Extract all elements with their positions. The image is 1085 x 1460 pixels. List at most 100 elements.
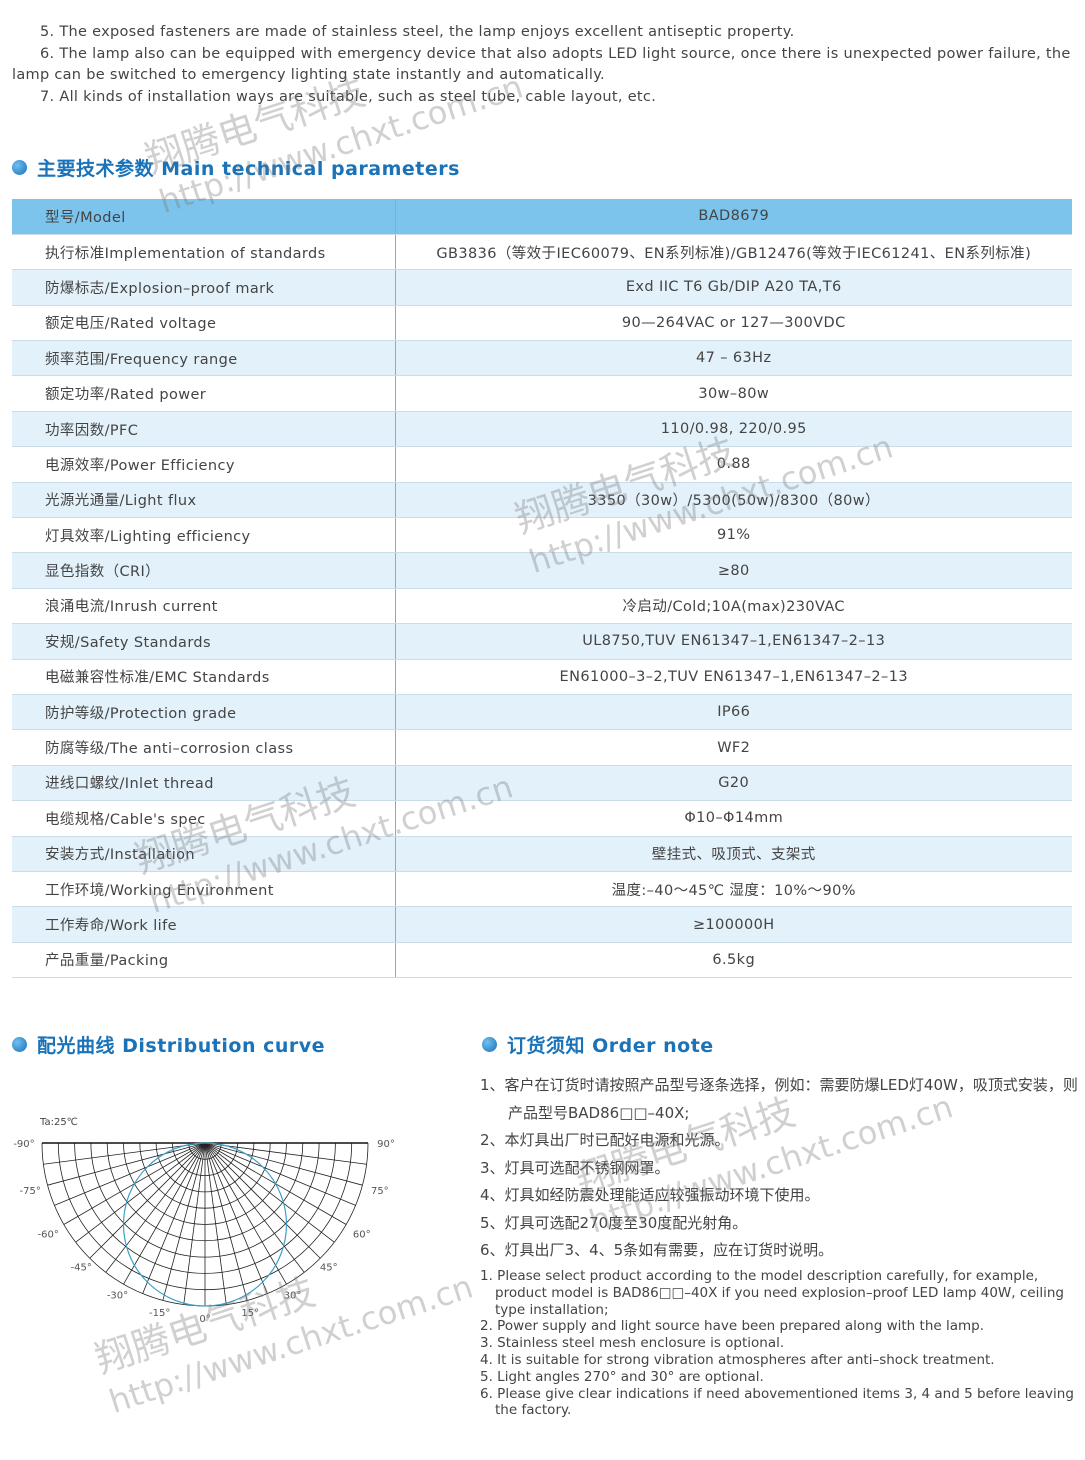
intro-item: 7. All kinds of installation ways are su… xyxy=(40,88,657,105)
grid-ray xyxy=(75,1142,206,1243)
grid-ray xyxy=(204,1142,268,1294)
angle-label: 75° xyxy=(371,1186,389,1197)
intro-item: 6. The lamp also can be equipped with em… xyxy=(12,45,1071,84)
angle-label: 30° xyxy=(284,1291,302,1302)
param-value: 0.88 xyxy=(395,446,1072,483)
param-row: 额定功率/Rated power 30w–80w xyxy=(12,375,1072,412)
param-label: 额定功率/Rated power xyxy=(12,375,396,412)
param-label: 执行标准Implementation of standards xyxy=(12,234,396,271)
param-row: 型号/Model BAD8679 xyxy=(12,199,1072,235)
param-value: 110/0.98, 220/0.95 xyxy=(395,411,1072,448)
param-value: 30w–80w xyxy=(395,375,1072,412)
param-label: 产品重量/Packing xyxy=(12,942,396,979)
order-note-item: 3、灯具可选配不锈钢网罩。 xyxy=(480,1158,670,1177)
param-row: 进线口螺纹/Inlet thread G20 xyxy=(12,765,1072,802)
param-value: UL8750,TUV EN61347–1,EN61347–2–13 xyxy=(395,623,1072,660)
grid-ray xyxy=(123,1142,206,1285)
grid-ray xyxy=(54,1142,206,1206)
param-row: 执行标准Implementation of standards GB3836（等效… xyxy=(12,234,1072,271)
param-row: 防腐等级/The anti–corrosion class WF2 xyxy=(12,729,1072,766)
param-value: WF2 xyxy=(395,729,1072,766)
angle-label: -60° xyxy=(38,1230,59,1241)
grid-ray xyxy=(204,1142,305,1273)
angle-label: -75° xyxy=(19,1186,40,1197)
order-notes-cn: 1、客户在订货时请按照产品型号逐条选择，例如：需要防爆LED灯40W，吸顶式安装… xyxy=(480,1072,1080,1265)
param-row: 显色指数（CRI） ≥80 xyxy=(12,552,1072,589)
param-value: 冷启动/Cold;10A(max)230VAC xyxy=(395,588,1072,625)
annotation: Ta:25℃ xyxy=(39,1117,78,1128)
param-row: 浪涌电流/Inrush current 冷启动/Cold;10A(max)230V… xyxy=(12,588,1072,625)
param-label: 防护等级/Protection grade xyxy=(12,694,396,731)
param-row: 防爆标志/Explosion–proof mark Exd IIC T6 Gb/D… xyxy=(12,269,1072,306)
param-label: 电磁兼容性标准/EMC Standards xyxy=(12,659,396,695)
param-row: 工作环境/Working Environment 温度:–40～45℃ 湿度：10… xyxy=(12,871,1072,908)
grid-ray xyxy=(204,1142,356,1206)
bullet-icon xyxy=(12,160,27,175)
param-row: 产品重量/Packing 6.5kg xyxy=(12,942,1072,979)
param-label: 功率因数/PFC xyxy=(12,411,396,448)
param-label: 安装方式/Installation xyxy=(12,836,396,872)
param-label: 电缆规格/Cable's spec xyxy=(12,800,396,837)
param-value: GB3836（等效于IEC60079、EN系列标准)/GB12476(等效于IE… xyxy=(395,234,1072,271)
param-value: 91% xyxy=(395,517,1072,554)
angle-label: 45° xyxy=(320,1263,338,1274)
angle-label: -30° xyxy=(107,1291,128,1302)
order-notes-en: 1. Please select product according to th… xyxy=(480,1268,1080,1419)
order-note-item: 1、客户在订货时请按照产品型号逐条选择，例如：需要防爆LED灯40W，吸顶式安装… xyxy=(480,1076,1078,1122)
bullet-icon xyxy=(12,1037,27,1052)
param-value: Exd IIC T6 Gb/DIP A20 TA,T6 xyxy=(395,269,1072,306)
param-row: 安装方式/Installation 壁挂式、吸顶式、支架式 xyxy=(12,836,1072,872)
param-value: IP66 xyxy=(395,694,1072,731)
angle-label: 0° xyxy=(199,1314,210,1325)
param-row: 额定电压/Rated voltage 90—264VAC or 127—300VD… xyxy=(12,305,1072,342)
param-row: 电磁兼容性标准/EMC Standards EN61000–3–2,TUV EN6… xyxy=(12,659,1072,695)
section-distribution: 配光曲线 Distribution curve xyxy=(12,1031,325,1058)
order-note-item: 3. Stainless steel mesh enclosure is opt… xyxy=(480,1335,785,1352)
param-label: 灯具效率/Lighting efficiency xyxy=(12,517,396,554)
params-table: 型号/Model BAD8679 执行标准Implementation of sta… xyxy=(12,199,1072,979)
param-row: 灯具效率/Lighting efficiency 91% xyxy=(12,517,1072,554)
param-label: 额定电压/Rated voltage xyxy=(12,305,396,342)
grid-ray xyxy=(183,1142,206,1305)
order-note-item: 5、灯具可选配270度至30度配光射角。 xyxy=(480,1213,748,1232)
param-label: 防爆标志/Explosion–proof mark xyxy=(12,269,396,306)
param-label: 显色指数（CRI） xyxy=(12,552,396,589)
grid-ray xyxy=(142,1142,206,1294)
grid-ray xyxy=(162,1142,206,1301)
grid-ray xyxy=(204,1142,248,1301)
param-value: 6.5kg xyxy=(395,942,1072,979)
angle-label: 15° xyxy=(241,1308,259,1319)
grid-ray xyxy=(204,1142,287,1285)
section-params: 主要技术参数 Main technical parameters xyxy=(12,154,460,181)
grid-ray xyxy=(89,1142,206,1259)
order-note-item: 5. Light angles 270° and 30° are optiona… xyxy=(480,1368,764,1385)
angle-label: 90° xyxy=(377,1139,395,1150)
param-value: 47 – 63Hz xyxy=(395,340,1072,377)
param-row: 安规/Safety Standards UL8750,TUV EN61347–1,… xyxy=(12,623,1072,660)
param-row: 工作寿命/Work life ≥100000H xyxy=(12,906,1072,943)
param-value: 3350（30w）/5300(50w)/8300（80w） xyxy=(395,482,1072,519)
angle-label: 60° xyxy=(353,1230,371,1241)
order-note-item: 6. Please give clear indications if need… xyxy=(480,1385,1074,1419)
grid-ray xyxy=(204,1142,367,1165)
param-value: ≥80 xyxy=(395,552,1072,589)
param-label: 电源效率/Power Efficiency xyxy=(12,446,396,483)
section-title: 订货须知 Order note xyxy=(507,1035,714,1057)
section-title: 主要技术参数 Main technical parameters xyxy=(37,158,460,180)
param-row: 功率因数/PFC 110/0.98, 220/0.95 xyxy=(12,411,1072,448)
order-note-item: 4. It is suitable for strong vibration a… xyxy=(480,1351,995,1368)
param-value: 90—264VAC or 127—300VDC xyxy=(395,305,1072,342)
param-value: Φ10–Φ14mm xyxy=(395,800,1072,837)
param-label: 工作寿命/Work life xyxy=(12,906,396,943)
grid-ray xyxy=(105,1142,206,1273)
param-value: 壁挂式、吸顶式、支架式 xyxy=(395,836,1072,872)
param-label: 防腐等级/The anti–corrosion class xyxy=(12,729,396,766)
param-row: 防护等级/Protection grade IP66 xyxy=(12,694,1072,731)
param-value: BAD8679 xyxy=(395,199,1072,235)
section-title: 配光曲线 Distribution curve xyxy=(37,1035,326,1057)
bullet-icon xyxy=(482,1037,497,1052)
grid-ray xyxy=(43,1142,206,1165)
intro-item: 5. The exposed fasteners are made of sta… xyxy=(40,24,795,40)
angle-label: -15° xyxy=(149,1308,170,1319)
param-label: 工作环境/Working Environment xyxy=(12,871,396,908)
